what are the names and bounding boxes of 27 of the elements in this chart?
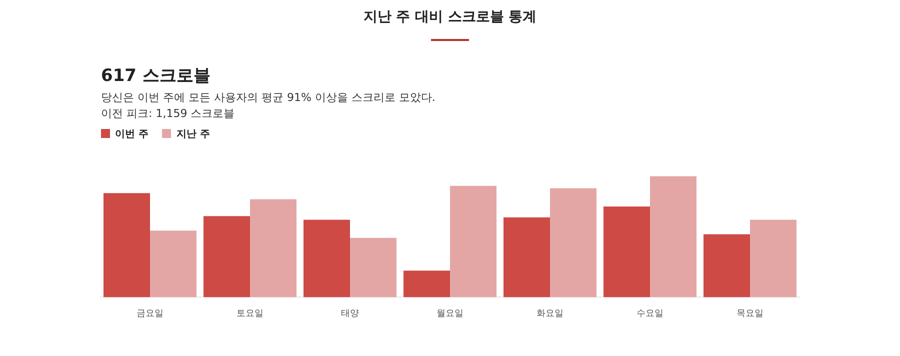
bar	[450, 186, 496, 298]
bar	[304, 220, 350, 298]
legend-label: 이번 주	[114, 128, 148, 141]
bar	[204, 216, 250, 298]
text: 이전 피크: 1,159 스크로블	[101, 106, 236, 122]
bar	[504, 217, 550, 298]
bar	[550, 188, 596, 298]
chart-subtitle: 617 스크로블	[101, 65, 212, 87]
bar	[650, 176, 696, 298]
bar	[104, 193, 150, 298]
bar	[604, 206, 650, 298]
x-tick-label: 금요일	[136, 308, 164, 319]
bar	[350, 238, 396, 298]
text: 당신은 이번 주에 모든 사용자의 평균 91% 이상을 스크리로 모았다.	[101, 90, 436, 106]
x-tick-label: 화요일	[536, 308, 564, 319]
bar	[250, 199, 296, 298]
bar	[704, 234, 750, 298]
x-tick-label: 토요일	[236, 308, 264, 319]
bar	[150, 230, 196, 298]
bar	[750, 220, 796, 298]
bar	[404, 270, 450, 298]
x-tick-label: 태양	[341, 308, 359, 319]
x-tick-label: 수요일	[636, 308, 664, 319]
x-tick-label: 목요일	[736, 308, 764, 319]
legend-label: 지난 주	[175, 128, 210, 141]
x-tick-label: 월요일	[436, 308, 464, 319]
chart-title: 지난 주 대비 스크로블 통계	[362, 8, 538, 26]
